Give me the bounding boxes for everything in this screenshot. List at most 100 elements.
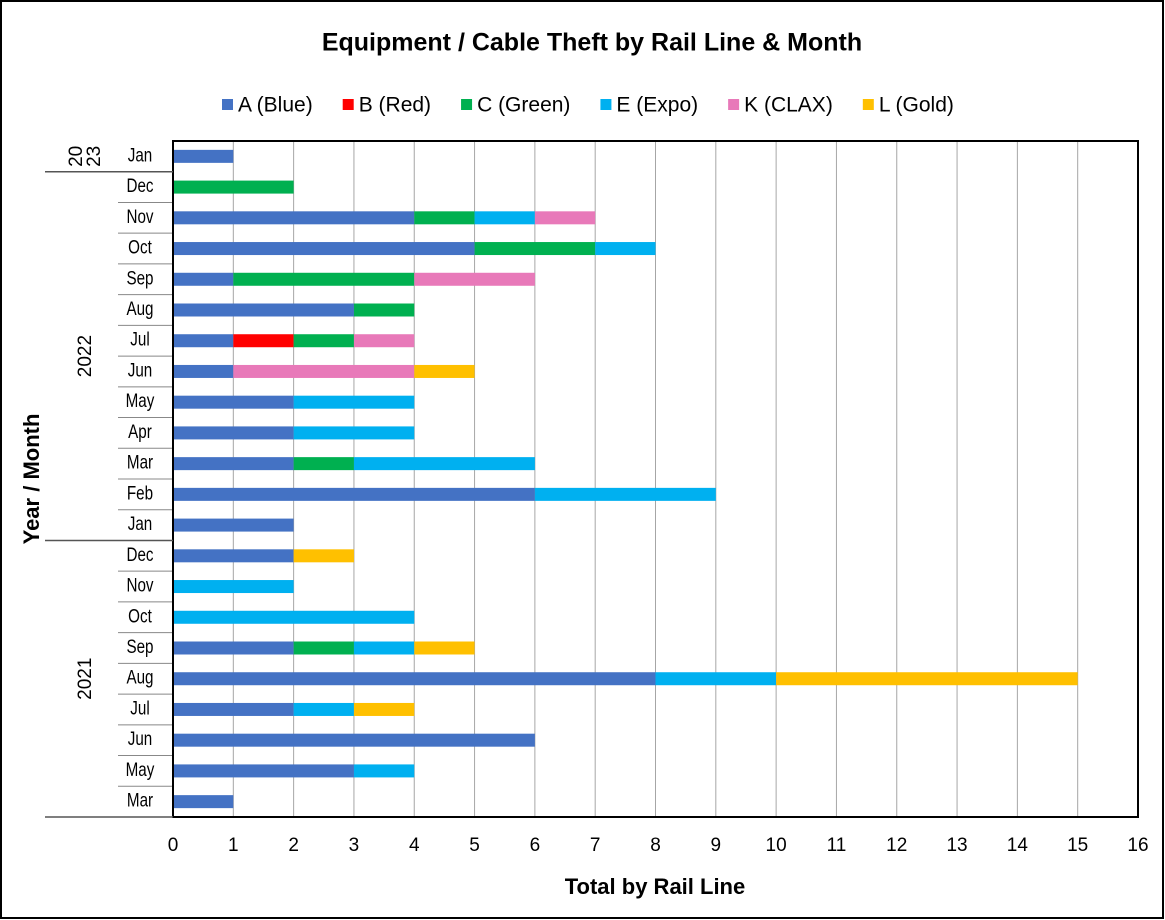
x-tick-label: 13 <box>946 835 967 856</box>
bar-segment <box>353 764 415 778</box>
y-tick-label: Jun <box>128 728 152 750</box>
group-label: 2022 <box>75 335 96 377</box>
bar-segment <box>414 364 475 378</box>
x-tick-label: 14 <box>1007 835 1029 856</box>
group-label: 2021 <box>75 658 96 700</box>
bar-segment <box>173 303 354 317</box>
bar-segment <box>173 733 535 747</box>
y-tick-label: Oct <box>128 236 152 258</box>
bar-segment <box>474 211 535 225</box>
legend-label: E (Expo) <box>616 94 698 117</box>
bar-segment <box>173 457 294 471</box>
legend-label: L (Gold) <box>879 94 954 117</box>
plot-border <box>172 140 1139 818</box>
bar-segment <box>173 580 294 594</box>
x-tick-label: 3 <box>349 835 360 856</box>
bar-segment <box>233 334 294 348</box>
bar-segment <box>173 672 656 686</box>
bar-segment <box>173 334 234 348</box>
bar-segment <box>595 242 656 256</box>
bar-segment <box>534 487 716 501</box>
y-tick-label: Nov <box>126 205 153 227</box>
bar-segment <box>293 395 415 409</box>
bar-segment <box>353 457 535 471</box>
y-tick-label: Aug <box>126 297 153 319</box>
bar-segment <box>293 426 415 440</box>
y-tick-label: Dec <box>126 174 153 196</box>
y-tick-label: Mar <box>127 789 153 811</box>
bar-segment <box>173 395 294 409</box>
y-tick-label: Oct <box>128 605 152 627</box>
y-tick-label: Sep <box>126 267 153 289</box>
y-tick-label: Jun <box>128 359 152 381</box>
bar-segment <box>534 211 596 225</box>
x-tick-label: 10 <box>766 835 787 856</box>
bar-segment <box>353 334 415 348</box>
x-tick-label: 0 <box>168 835 179 856</box>
x-tick-label: 4 <box>409 835 420 856</box>
bar-segment <box>173 242 475 256</box>
bar-segment <box>173 364 234 378</box>
y-tick-label: Aug <box>126 666 153 688</box>
bar-segment <box>474 242 596 256</box>
legend-swatch <box>728 99 740 110</box>
legend-label: C (Green) <box>477 94 570 117</box>
bar-segment <box>293 549 354 563</box>
bar-segment <box>173 211 415 225</box>
y-axis-title: Year / Month <box>19 414 44 545</box>
group-label: 23 <box>84 146 105 167</box>
x-tick-label: 12 <box>886 835 907 856</box>
y-tick-label: May <box>126 758 155 780</box>
y-tick-label: Jul <box>130 697 149 719</box>
y-tick-label: Mar <box>127 451 153 473</box>
bar-segment <box>173 641 294 655</box>
legend-swatch <box>862 99 874 110</box>
legend-swatch <box>461 99 473 110</box>
bar-segment <box>173 149 234 163</box>
bar-segment <box>233 272 415 286</box>
group-label: 20 <box>66 146 87 167</box>
y-tick-label: Dec <box>126 543 153 565</box>
y-tick-label: Apr <box>128 420 152 442</box>
chart-title: Equipment / Cable Theft by Rail Line & M… <box>322 29 862 57</box>
x-tick-label: 8 <box>650 835 661 856</box>
x-tick-label: 9 <box>711 835 722 856</box>
x-tick-label: 16 <box>1127 835 1148 856</box>
x-tick-label: 5 <box>469 835 480 856</box>
bar-segment <box>173 487 535 501</box>
bar-segment <box>293 641 354 655</box>
legend-swatch <box>342 99 354 110</box>
bar-segment <box>173 549 294 563</box>
legend-swatch <box>600 99 612 110</box>
bar-segment <box>414 211 475 225</box>
legend-label: B (Red) <box>359 94 431 117</box>
legend-swatch <box>222 99 233 110</box>
y-tick-label: Sep <box>126 635 153 657</box>
bar-segment <box>414 641 475 655</box>
bar-segment <box>173 702 294 716</box>
bar-segment <box>353 641 415 655</box>
legend-label: K (CLAX) <box>744 94 833 117</box>
y-tick-label: Jul <box>130 328 149 350</box>
x-axis-title: Total by Rail Line <box>565 874 746 899</box>
x-tick-label: 1 <box>228 835 239 856</box>
bar-segment <box>233 364 415 378</box>
x-tick-label: 15 <box>1067 835 1088 856</box>
bar-segment <box>655 672 777 686</box>
y-tick-label: Feb <box>127 482 153 504</box>
bar-segment <box>173 426 294 440</box>
x-tick-label: 11 <box>827 835 847 856</box>
y-tick-label: Nov <box>126 574 153 596</box>
bar-segment <box>173 518 294 532</box>
x-tick-label: 7 <box>590 835 601 856</box>
bar-segment <box>293 334 354 348</box>
bar-segment <box>173 610 415 624</box>
y-tick-label: Jan <box>128 144 152 166</box>
bar-segment <box>293 457 354 471</box>
bar-segment <box>414 272 535 286</box>
bar-segment <box>173 272 234 286</box>
bar-segment <box>173 180 294 194</box>
bar-segment <box>293 702 354 716</box>
x-tick-label: 2 <box>288 835 299 856</box>
